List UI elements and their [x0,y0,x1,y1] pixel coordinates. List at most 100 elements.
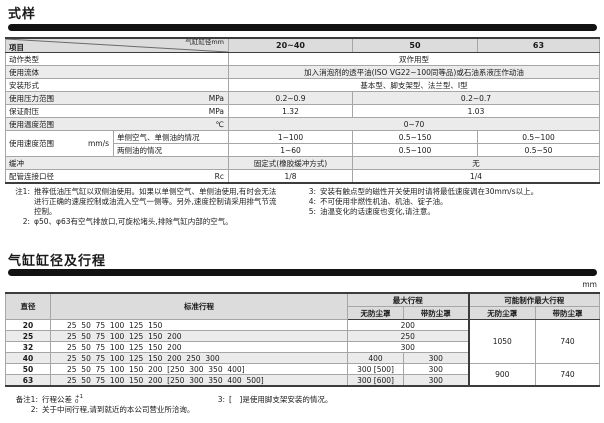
row-value: 1~100 [228,130,353,144]
col-header-with-cover: 带防尘罩 [535,306,600,320]
row-label: 保证耐压 MPa [5,104,229,118]
row-value: 无 [352,156,600,170]
standard-strokes: 25 50 75 100 125 150 200 250 300 [50,352,348,364]
spec-header-row: 气缸缸径mm 项目 20~40 50 63 [5,37,600,53]
row-label: 使用流体 [5,65,229,79]
row-value: 双作用型 [228,52,600,66]
standard-strokes: 25 50 75 100 125 150 200 [50,330,348,342]
max-stroke-with-cover: 300 [403,352,469,364]
note-text: 不可使用非燃性机油、机油、锭子油。 [320,197,448,206]
spec-col-header: 63 [477,37,600,53]
row-label: 安装形式 [5,78,229,92]
row-label: 缓冲 [5,156,229,170]
row-value: 0.5~100 [477,130,600,144]
note-text: 关于中间行程,请到就近的本公司营业所洽询。 [42,405,195,414]
diameter-value: 25 [5,330,51,342]
spec-col-header: 20~40 [228,37,353,53]
spec-row-action: 动作类型 双作用型 [5,52,600,66]
unit-label: Rc [214,171,224,181]
row-value: 1/8 [228,169,353,184]
note-item: 3: [ ]是使用脚支架安装的情况。 [213,395,333,405]
note-line: 备注1: 行程公差 +1 0 3: [ ]是使用脚支架安装的情况。 [8,394,598,405]
col-header-no-cover: 无防尘罩 [467,306,536,320]
row-value: 0.5~150 [352,130,478,144]
row-value: 0.5~50 [477,143,600,157]
section-divider-bar [8,24,597,31]
note-item: 2: φ50、φ63有空气排放口,可旋松堵头,排除气缸内部的空气。 [8,217,300,227]
col-group-max-stroke: 最大行程 [347,292,469,307]
stroke-tolerance: +1 0 [75,394,84,405]
note-text: φ50、φ63有空气排放口,可旋松堵头,排除气缸内部的空气。 [34,217,233,226]
col-header-no-cover: 无防尘罩 [347,306,404,320]
spec-row-fluid: 使用流体 加入消泡剂的透平油(ISO VG22~100同等品)或石油系液压作动油 [5,65,600,79]
row-label: 配管连接口径 Rc [5,169,229,184]
note-number: 5: [308,207,316,216]
spec-row-port: 配管连接口径 Rc 1/8 1/4 [5,169,600,184]
diameter-value: 32 [5,341,51,353]
max-stroke-value: 200 [347,319,469,331]
bore-row-32: 32 25 50 75 100 125 150 200 300 [5,341,600,353]
spec-row-mounting: 安装形式 基本型、脚支架型、法兰型、I型 [5,78,600,92]
unit-label: mm/s [87,139,109,148]
bore-header-row-groups: 直径 标准行程 最大行程 可能制作最大行程 [5,292,600,320]
max-stroke-value: 250 [347,330,469,342]
note-number: 2: [22,217,30,226]
max-stroke-with-cover: 300 [403,363,469,375]
diameter-value: 50 [5,363,51,375]
col-header-with-cover: 带防尘罩 [403,306,469,320]
bore-row-63: 63 25 50 75 100 150 200 [250 300 350 400… [5,374,600,387]
spec-notes-left: 注1: 推荐低油压气缸以双侧油使用。如果以单侧空气、单侧油使用,有时会无法进行正… [8,187,300,227]
note-item: 3: 安装有触点型的磁性开关使用时请将最低速度调在30mm/s以上。 [304,187,602,197]
row-value: 固定式(橡胶缓冲方式) [228,156,353,170]
row-value: 0.2~0.9 [228,91,353,105]
standard-strokes: 25 50 75 100 125 150 200 [50,341,348,353]
unit-label: MPa [208,93,224,103]
diameter-value: 20 [5,319,51,331]
section-title-bore-stroke: 气缸缸径及行程 [8,254,107,269]
diameter-value: 63 [5,374,51,387]
section-divider-bar [8,269,597,276]
row-label: 使用速度范围 mm/s [5,130,114,157]
max-stroke-no-cover: 300 [600] [347,374,404,387]
possible-max-no-cover: 1050 [467,319,536,364]
col-header-diameter: 直径 [5,292,51,320]
possible-max-with-cover: 740 [535,363,600,387]
row-label: 使用压力范围 MPa [5,91,229,105]
row-label: 动作类型 [5,52,229,66]
bore-row-50: 50 25 50 75 100 150 200 [250 300 350 400… [5,363,600,387]
table-unit-label: mm [582,280,597,289]
unit-label: ℃ [215,119,224,129]
note-text: 油温变化的话速度也变化,请注意。 [320,207,435,216]
row-value: 1~60 [228,143,353,157]
speed-case-label: 两侧油的情况 [113,143,229,157]
note-line: 2: 关于中间行程,请到就近的本公司营业所洽询。 [8,405,598,415]
spec-row-cushion: 缓冲 固定式(橡胶缓冲方式) 无 [5,156,600,170]
spec-col-header: 50 [352,37,478,53]
note-number: 3: [217,395,225,404]
spec-row-proof-pressure: 保证耐压 MPa 1.32 1.03 [5,104,600,118]
standard-strokes: 25 50 75 100 125 150 [50,319,348,331]
spec-row-temperature: 使用温度范围 ℃ 0~70 [5,117,600,131]
row-value: 加入消泡剂的透平油(ISO VG22~100同等品)或石油系液压作动油 [228,65,600,79]
note-text: 行程公差 [42,395,72,404]
col-header-standard-stroke: 标准行程 [50,292,348,320]
bore-row-20: 20 25 50 75 100 125 150 200 1050 740 [5,319,600,364]
possible-max-no-cover: 900 [467,363,536,387]
note-text: 安装有触点型的磁性开关使用时请将最低速度调在30mm/s以上。 [320,187,539,196]
col-group-possible-max-stroke: 可能制作最大行程 [467,292,600,307]
note-item: 5: 油温变化的话速度也变化,请注意。 [304,207,602,217]
row-value: 1.32 [228,104,353,118]
note-number: 注1: [15,187,30,196]
row-value: 1/4 [352,169,600,184]
row-value: 基本型、脚支架型、法兰型、I型 [228,78,600,92]
note-number: 2: [30,405,38,414]
row-value: 0.5~100 [352,143,478,157]
possible-max-with-cover: 740 [535,319,600,364]
row-value: 0.2~0.7 [352,91,600,105]
note-text: [ ]是使用脚支架安装的情况。 [229,395,333,404]
standard-strokes: 25 50 75 100 150 200 [250 300 350 400 50… [50,374,348,387]
tolerance-upper: +1 [75,394,84,400]
max-stroke-with-cover: 300 [403,374,469,387]
tolerance-lower: 0 [75,399,79,405]
